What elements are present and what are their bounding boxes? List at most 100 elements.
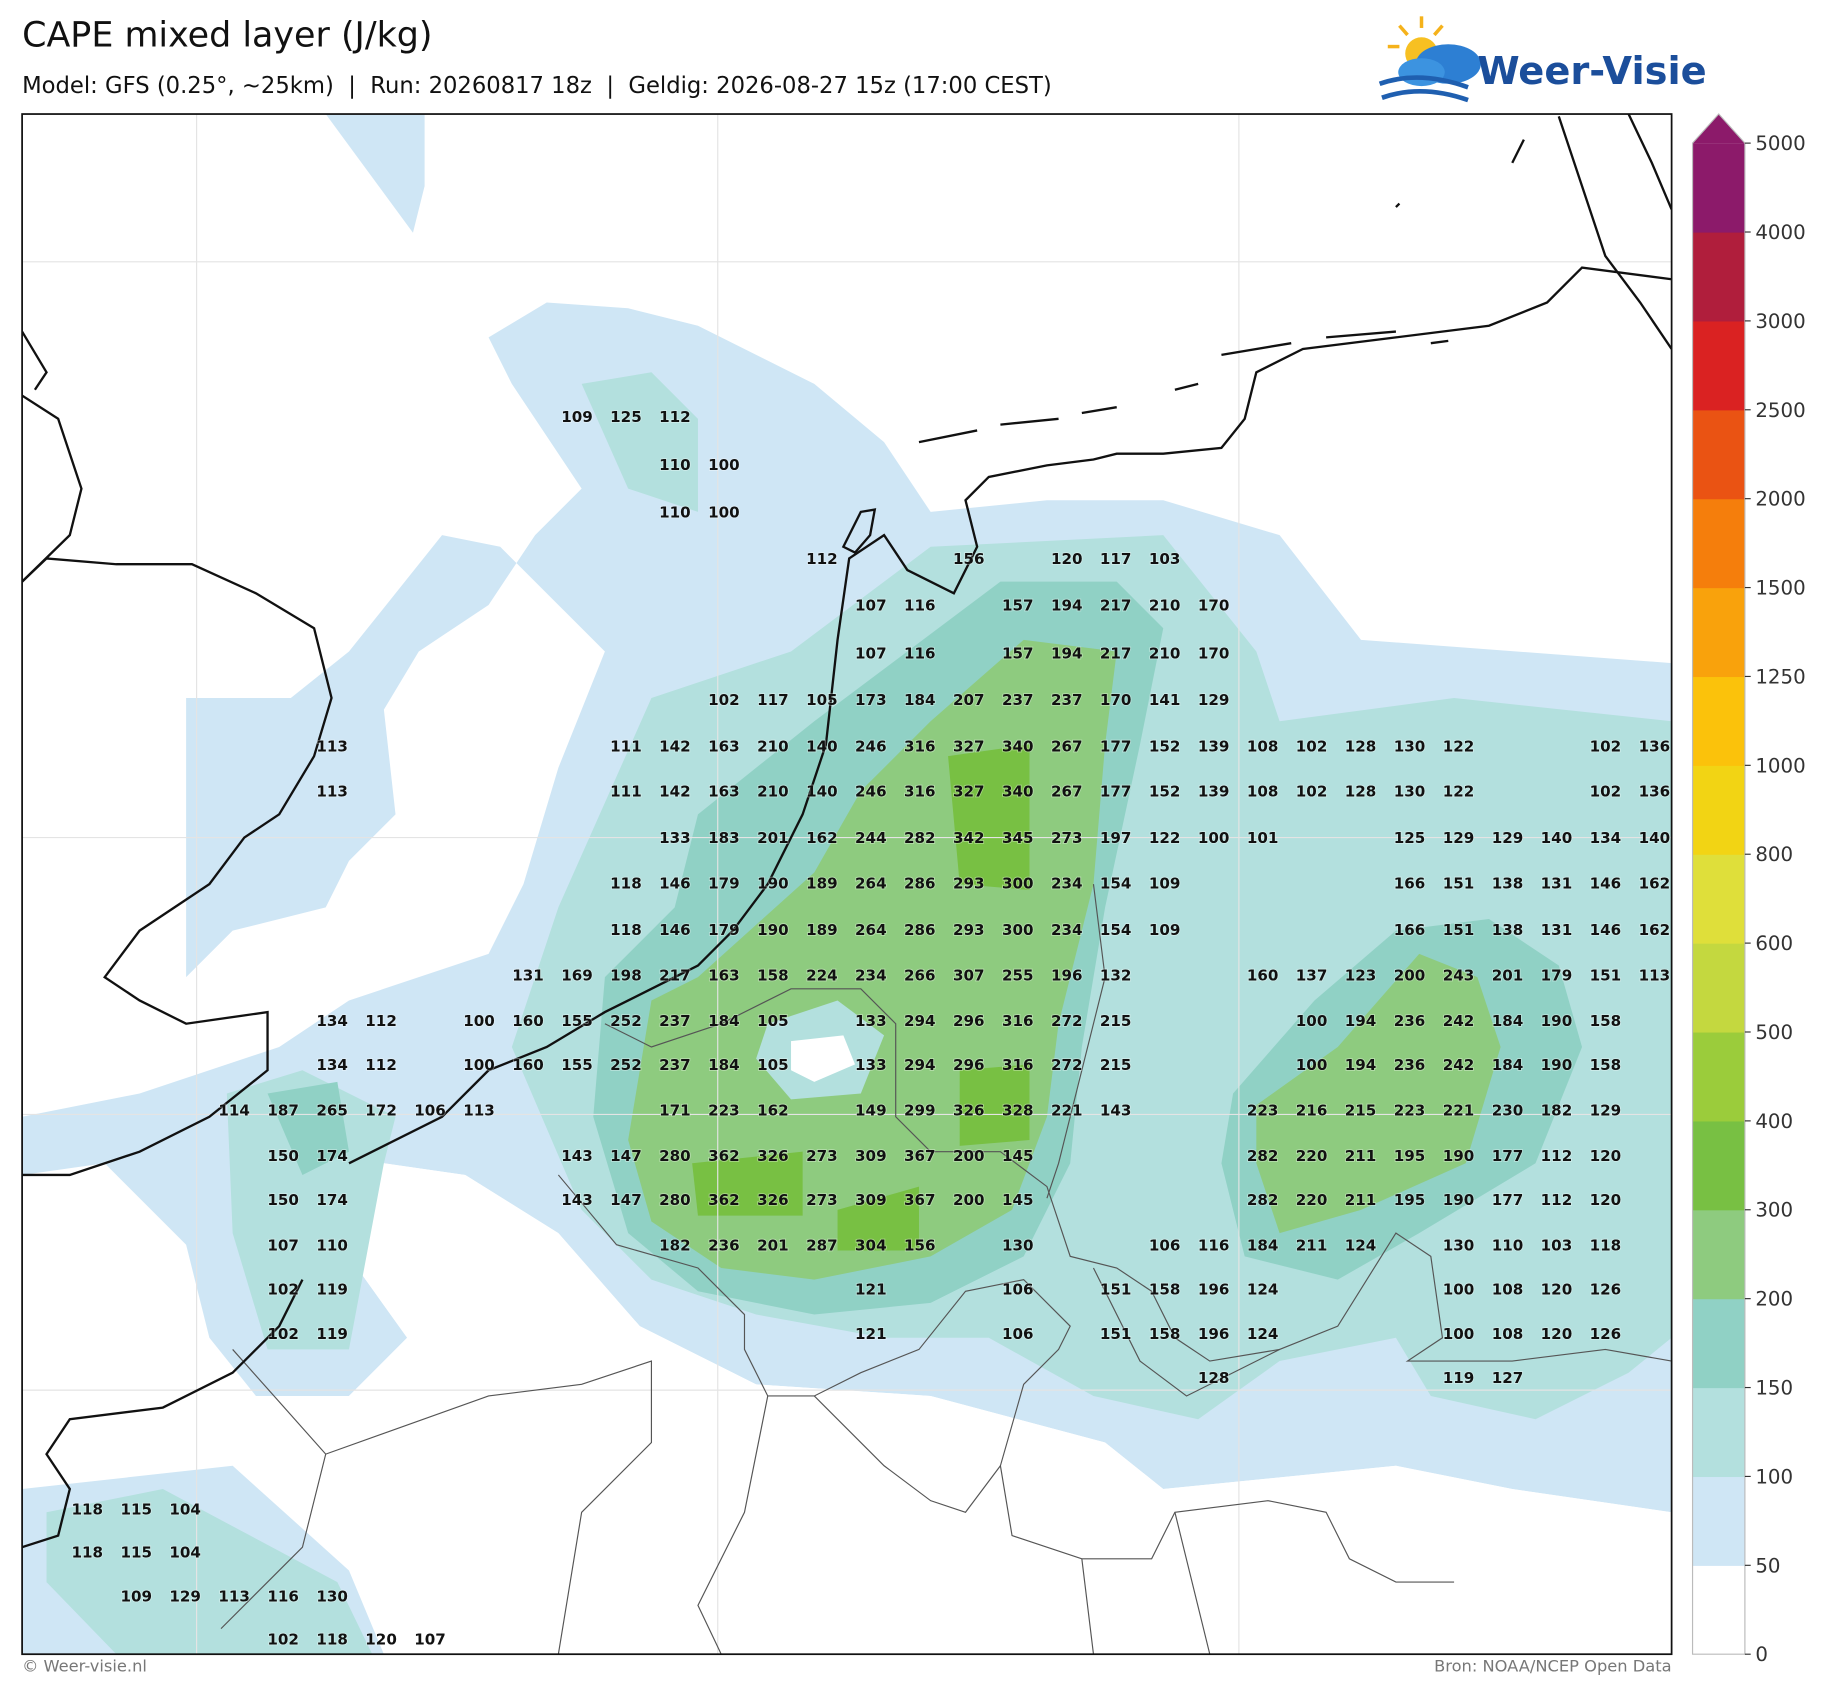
cape-value: 211 bbox=[1345, 1147, 1377, 1165]
colorbar-label: 3000 bbox=[1755, 310, 1805, 333]
cape-value: 190 bbox=[757, 875, 789, 893]
cape-value: 107 bbox=[855, 597, 887, 615]
colorbar-label: 100 bbox=[1755, 1465, 1793, 1488]
cape-value: 328 bbox=[1002, 1101, 1034, 1119]
cape-value: 210 bbox=[757, 737, 789, 755]
colorbar-segment bbox=[1692, 1120, 1745, 1211]
cape-value: 151 bbox=[1443, 921, 1475, 939]
cape-value: 105 bbox=[757, 1012, 789, 1030]
cape-value: 140 bbox=[1639, 829, 1671, 847]
colorbar-label: 2500 bbox=[1755, 399, 1805, 422]
cape-value: 182 bbox=[1541, 1101, 1573, 1119]
cape-value: 100 bbox=[1296, 1012, 1328, 1030]
colorbar-label: 400 bbox=[1755, 1110, 1793, 1133]
cape-value: 154 bbox=[1100, 875, 1132, 893]
colorbar-label: 1000 bbox=[1755, 754, 1805, 777]
cape-value: 131 bbox=[512, 967, 544, 985]
colorbar-segment bbox=[1692, 1387, 1745, 1478]
cape-value: 266 bbox=[904, 967, 936, 985]
cape-value: 237 bbox=[659, 1056, 691, 1074]
cape-value: 106 bbox=[414, 1101, 446, 1119]
colorbar-segment bbox=[1692, 1476, 1745, 1566]
cape-value: 134 bbox=[316, 1012, 348, 1030]
cape-value: 140 bbox=[1541, 829, 1573, 847]
cape-value: 162 bbox=[1639, 875, 1671, 893]
cape-value: 184 bbox=[708, 1056, 740, 1074]
cape-value: 132 bbox=[1100, 967, 1132, 985]
cape-value: 120 bbox=[1590, 1191, 1622, 1209]
cape-value: 184 bbox=[904, 691, 936, 709]
footer-right: Bron: NOAA/NCEP Open Data bbox=[1434, 1657, 1672, 1676]
cape-value: 128 bbox=[1198, 1369, 1230, 1387]
colorbar-segment bbox=[1692, 409, 1745, 500]
cape-value: 120 bbox=[1051, 550, 1083, 568]
logo: Weer-Visie bbox=[1378, 16, 1707, 103]
cape-value: 316 bbox=[1002, 1012, 1034, 1030]
cape-value: 146 bbox=[1590, 921, 1622, 939]
cape-value: 211 bbox=[1296, 1236, 1328, 1254]
cape-value: 151 bbox=[1100, 1325, 1132, 1343]
cape-value: 102 bbox=[267, 1631, 299, 1649]
colorbar-segment bbox=[1692, 765, 1745, 855]
cape-value: 118 bbox=[610, 921, 642, 939]
cape-value: 138 bbox=[1492, 921, 1524, 939]
cape-value: 129 bbox=[1198, 691, 1230, 709]
cape-value: 102 bbox=[1590, 737, 1622, 755]
cape-value: 106 bbox=[1149, 1236, 1181, 1254]
cape-value: 273 bbox=[806, 1147, 838, 1165]
cape-value: 179 bbox=[708, 921, 740, 939]
cape-value: 108 bbox=[1247, 783, 1279, 801]
cape-value: 123 bbox=[1345, 967, 1377, 985]
colorbar-label: 5000 bbox=[1755, 132, 1805, 155]
cape-value: 316 bbox=[1002, 1056, 1034, 1074]
cape-value: 196 bbox=[1198, 1281, 1230, 1299]
cape-value: 138 bbox=[1492, 875, 1524, 893]
cape-value: 136 bbox=[1639, 737, 1671, 755]
cape-value: 134 bbox=[1590, 829, 1622, 847]
cape-value: 210 bbox=[1149, 597, 1181, 615]
cape-value: 118 bbox=[1590, 1236, 1622, 1254]
cape-value: 103 bbox=[1149, 550, 1181, 568]
cape-value: 150 bbox=[267, 1147, 299, 1165]
colorbar-outline bbox=[1691, 113, 1746, 1655]
cape-value: 296 bbox=[953, 1056, 985, 1074]
cape-value: 115 bbox=[120, 1500, 152, 1518]
cape-value: 139 bbox=[1198, 737, 1230, 755]
cape-value: 210 bbox=[1149, 644, 1181, 662]
colorbar-segment bbox=[1692, 320, 1745, 411]
cape-value: 120 bbox=[1590, 1147, 1622, 1165]
cape-value: 230 bbox=[1492, 1101, 1524, 1119]
cape-value: 243 bbox=[1443, 967, 1475, 985]
cape-value: 252 bbox=[610, 1056, 642, 1074]
cape-value: 100 bbox=[463, 1012, 495, 1030]
cape-value: 143 bbox=[561, 1147, 593, 1165]
cape-value: 340 bbox=[1002, 737, 1034, 755]
cape-value: 201 bbox=[757, 829, 789, 847]
cape-value: 174 bbox=[316, 1147, 348, 1165]
cape-value: 264 bbox=[855, 875, 887, 893]
cape-value: 217 bbox=[659, 967, 691, 985]
cape-value: 100 bbox=[463, 1056, 495, 1074]
cape-value: 326 bbox=[757, 1191, 789, 1209]
cape-value: 184 bbox=[708, 1012, 740, 1030]
cape-value: 217 bbox=[1100, 644, 1132, 662]
colorbar-label: 4000 bbox=[1755, 221, 1805, 244]
cape-value: 237 bbox=[1002, 691, 1034, 709]
cape-value: 126 bbox=[1590, 1281, 1622, 1299]
cape-300 bbox=[692, 744, 1030, 1251]
cape-value: 272 bbox=[1051, 1056, 1083, 1074]
cape-value: 237 bbox=[1051, 691, 1083, 709]
cape-value: 118 bbox=[71, 1500, 103, 1518]
cape-value: 119 bbox=[1443, 1369, 1475, 1387]
cape-value: 116 bbox=[1198, 1236, 1230, 1254]
cape-value: 215 bbox=[1345, 1101, 1377, 1119]
cape-value: 160 bbox=[512, 1012, 544, 1030]
colorbar-label: 1250 bbox=[1755, 665, 1805, 688]
logo-text: Weer-Visie bbox=[1477, 49, 1706, 94]
cape-value: 121 bbox=[855, 1281, 887, 1299]
cape-value: 114 bbox=[218, 1101, 250, 1119]
footer-left: © Weer-visie.nl bbox=[22, 1657, 147, 1676]
cape-value: 196 bbox=[1051, 967, 1083, 985]
cape-value: 109 bbox=[561, 408, 593, 426]
cape-value: 124 bbox=[1345, 1236, 1377, 1254]
